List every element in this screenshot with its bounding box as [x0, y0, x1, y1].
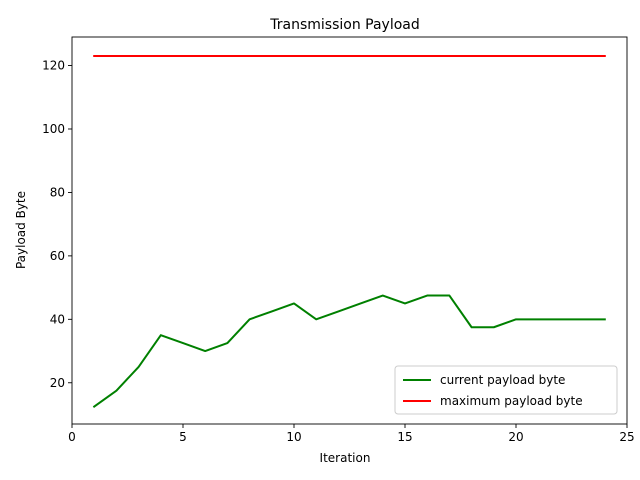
- legend-label-1: current payload byte: [440, 373, 565, 387]
- y-tick-label: 40: [50, 312, 65, 326]
- y-tick-label: 120: [42, 59, 65, 73]
- x-axis-label: Iteration: [320, 451, 371, 465]
- x-tick-label: 0: [68, 430, 76, 444]
- plot-frame: [71, 36, 628, 425]
- axes: 0 5 10 15 20 25 20 40 60 80 100 120: [42, 36, 635, 444]
- y-tick-label: 100: [42, 122, 65, 136]
- y-tick-label: 80: [50, 185, 65, 199]
- legend-box: [394, 365, 618, 415]
- legend-label-2: maximum payload byte: [440, 394, 583, 408]
- x-tick-label: 10: [286, 430, 301, 444]
- y-tick-label: 20: [50, 376, 65, 390]
- x-tick-label: 15: [397, 430, 412, 444]
- plot-area: [92, 55, 606, 408]
- chart-title: Transmission Payload: [269, 17, 420, 33]
- y-tick-label: 60: [50, 249, 65, 263]
- y-axis-label: Payload Byte: [14, 191, 28, 269]
- x-tick-label: 20: [508, 430, 523, 444]
- x-tick-label: 25: [619, 430, 634, 444]
- x-tick-label: 5: [179, 430, 187, 444]
- legend: current payload byte maximum payload byte: [394, 365, 618, 415]
- series-line-1: [92, 294, 606, 408]
